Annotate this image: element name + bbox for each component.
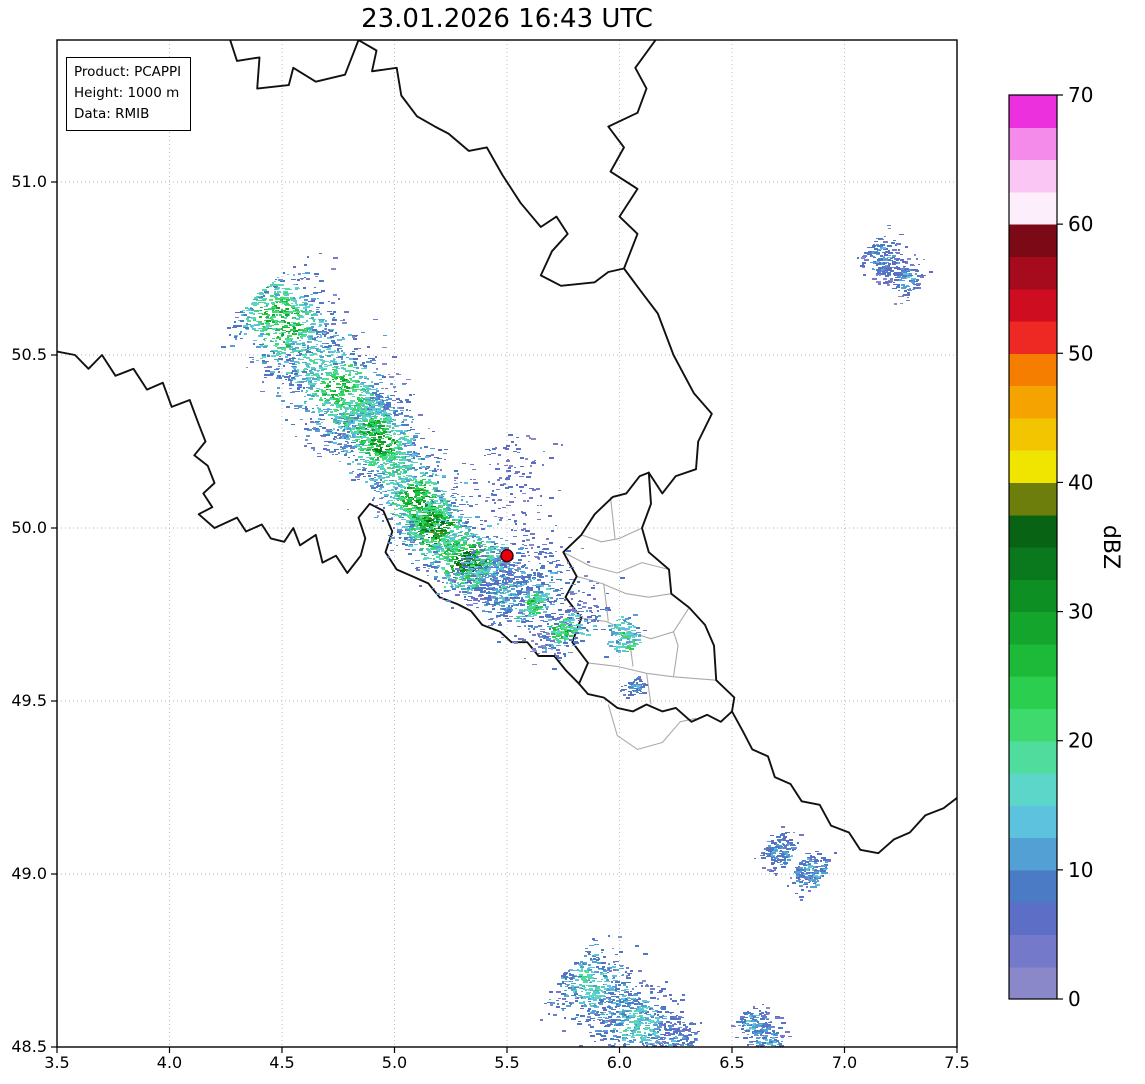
radar-echo-layer xyxy=(221,225,933,1047)
echo-cluster-cell-border xyxy=(601,614,647,658)
colorbar-tick-label: 10 xyxy=(1068,858,1093,882)
colorbar-tick-label: 70 xyxy=(1068,83,1093,107)
product-info-line-data: Data: RMIB xyxy=(74,105,150,122)
axis-ticks xyxy=(51,181,958,1053)
y-tick-label: 50.0 xyxy=(11,518,47,537)
colorbar-axis-label: dBZ xyxy=(1098,524,1123,570)
echo-cluster-speck-lux xyxy=(620,676,648,699)
x-tick-label: 7.0 xyxy=(832,1053,857,1072)
colorbar-tick-label: 50 xyxy=(1068,341,1093,365)
y-tick-label: 49.5 xyxy=(11,691,47,710)
echo-cluster-cell-a xyxy=(514,585,551,627)
radar-site-marker xyxy=(500,548,514,563)
axis-tick-labels: 3.5 4.0 4.5 5.0 5.5 6.0 6.5 7.0 7.5 48.5 49.0 49.5 5… xyxy=(11,172,969,1072)
colorbar-tick-label: 30 xyxy=(1068,600,1093,624)
echo-cluster-scatter-east xyxy=(459,515,625,670)
grid-lines xyxy=(57,40,957,1047)
echo-cluster-patch-south-2 xyxy=(652,1017,702,1047)
colorbar: 0 10 20 30 40 50 60 70 xyxy=(1008,83,1093,1011)
admin-borders xyxy=(563,496,717,750)
y-tick-label: 51.0 xyxy=(11,172,47,191)
echo-cluster-patch-east-b xyxy=(787,851,837,901)
x-tick-label: 3.5 xyxy=(44,1053,69,1072)
y-tick-label: 50.5 xyxy=(11,345,47,364)
y-tick-label: 48.5 xyxy=(11,1037,47,1056)
product-info-line-product: Product: PCAPPI xyxy=(74,64,182,80)
x-tick-label: 4.5 xyxy=(269,1053,294,1072)
y-tick-label: 49.0 xyxy=(11,864,47,883)
plot-frame xyxy=(56,39,958,1048)
country-borders xyxy=(57,40,957,855)
echo-cluster-patch-east-a xyxy=(754,826,804,876)
echo-cluster-speckle-north xyxy=(454,434,563,523)
colorbar-tick-label: 20 xyxy=(1068,729,1093,753)
colorbar-frame xyxy=(1008,94,1058,1000)
x-tick-label: 4.0 xyxy=(157,1053,182,1072)
echo-cluster-patch-se xyxy=(731,1004,792,1047)
product-info-box: Product: PCAPPI Height: 1000 m Data: RMI… xyxy=(66,57,192,131)
colorbar-tick-label: 0 xyxy=(1068,987,1081,1011)
x-tick-label: 5.5 xyxy=(494,1053,519,1072)
x-tick-label: 7.5 xyxy=(944,1053,969,1072)
echo-cluster-patch-ne xyxy=(857,225,933,305)
echo-cluster-cell-b xyxy=(543,613,587,651)
x-tick-label: 5.0 xyxy=(382,1053,407,1072)
colorbar-tick-label: 40 xyxy=(1068,470,1093,494)
figure-title: 23.01.2026 16:43 UTC xyxy=(361,4,653,34)
product-info-line-height: Height: 1000 m xyxy=(74,84,180,101)
x-tick-label: 6.0 xyxy=(607,1053,632,1072)
x-tick-label: 6.5 xyxy=(719,1053,744,1072)
colorbar-tick-label: 60 xyxy=(1068,212,1093,236)
